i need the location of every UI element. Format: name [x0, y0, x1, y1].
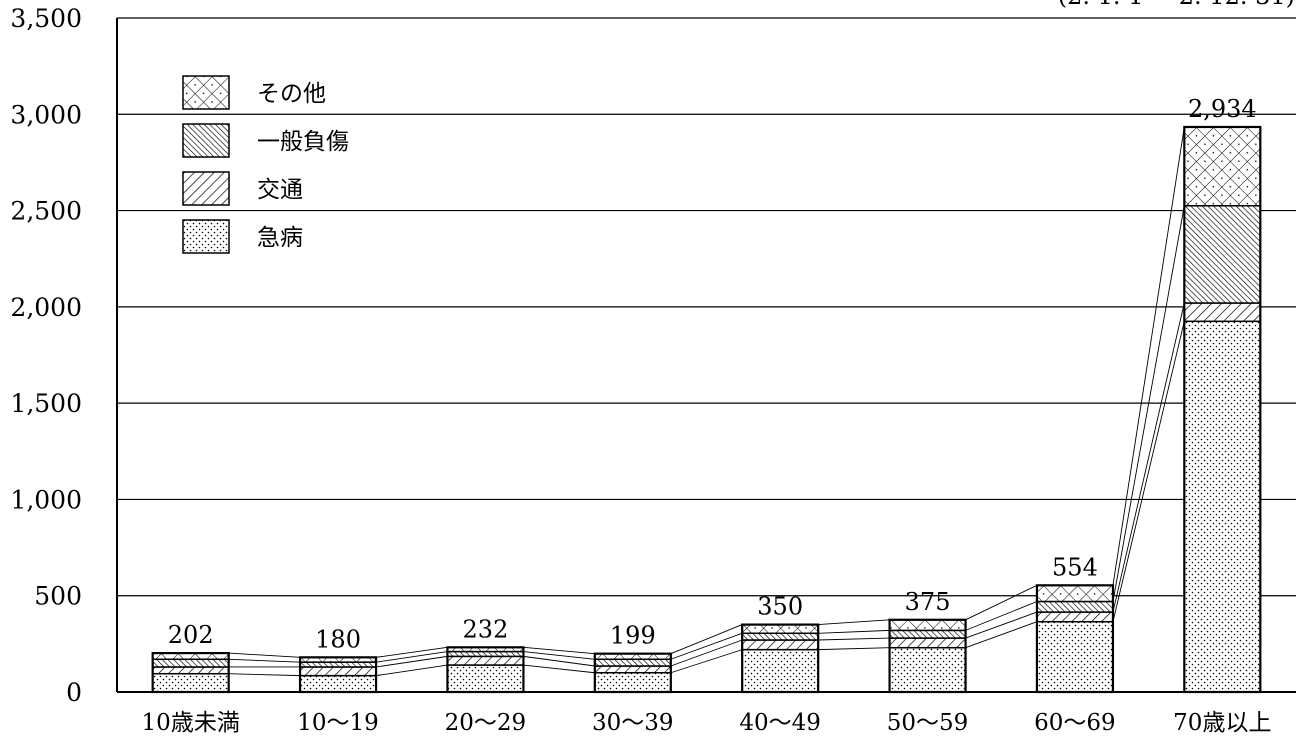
bar-segment: [1183, 302, 1262, 323]
x-tick-label: 10歳未満: [142, 710, 240, 736]
y-tick-label: 1,500: [10, 389, 82, 418]
bar-segment: [299, 666, 377, 677]
connector-line: [818, 637, 890, 641]
bar-segment: [1036, 611, 1114, 623]
bar: [151, 652, 230, 694]
connector-line: [818, 619, 890, 626]
connector-line: [375, 646, 448, 658]
bar-segment: [888, 629, 967, 639]
connector-line: [523, 664, 595, 674]
connector-line: [1112, 126, 1185, 586]
date-range: (2. 1. 1 ~ 2. 12. 31): [1058, 0, 1295, 10]
connector-line: [965, 601, 1038, 631]
connector-line: [523, 646, 595, 655]
connector-line: [670, 649, 743, 674]
connector-line: [965, 621, 1038, 649]
bar-segment: [446, 664, 525, 693]
bar: [593, 652, 672, 694]
connector-line: [228, 658, 301, 663]
y-tick-label: 1,000: [10, 485, 82, 514]
bar-segment: [1183, 320, 1262, 693]
y-tick-label: 2,000: [10, 293, 82, 322]
legend-label: 交通: [257, 177, 303, 203]
legend-label: 急病: [257, 225, 303, 251]
bar-segment: [1036, 584, 1114, 603]
bar-segment: [888, 637, 967, 649]
bar-segment: [299, 674, 377, 693]
connector-line: [670, 632, 743, 660]
bar-segment: [888, 646, 967, 693]
bar: [741, 623, 820, 694]
bar-segment: [594, 658, 672, 667]
total-label: 554: [1052, 553, 1098, 581]
bar-segment: [741, 632, 819, 641]
bar-segment: [741, 623, 819, 635]
connector-line: [818, 629, 890, 634]
bar-segment: [1183, 126, 1262, 207]
connector-line: [1112, 302, 1185, 613]
bar-segment: [888, 619, 967, 632]
bar-segment: [594, 671, 672, 693]
x-tick-label: 10〜19: [297, 710, 379, 736]
total-label: 232: [463, 615, 509, 643]
connector-line: [228, 673, 301, 677]
bar: [446, 646, 525, 694]
bar: [1183, 125, 1262, 694]
legend-swatch: [182, 219, 230, 254]
bar-segment: [151, 672, 230, 693]
y-tick-label: 2,500: [10, 197, 82, 226]
connector-line: [228, 652, 301, 658]
legend-label: 一般負傷: [257, 129, 349, 155]
bar-segment: [741, 639, 819, 651]
y-tick-label: 3,000: [10, 100, 82, 129]
connector-line: [1112, 321, 1185, 622]
legend-swatch: [182, 75, 230, 110]
connector-line: [818, 647, 890, 651]
connector-line: [965, 611, 1038, 639]
y-tick-label: 500: [34, 582, 82, 611]
legend-label: その他: [257, 81, 326, 107]
total-label: 350: [757, 593, 803, 621]
bar-segment: [1183, 205, 1262, 304]
x-tick-label: 30〜39: [592, 710, 674, 736]
bar: [298, 656, 378, 694]
total-label: 202: [168, 621, 214, 649]
total-label: 180: [315, 625, 361, 653]
connector-line: [1112, 205, 1185, 602]
bar-segment: [1036, 600, 1114, 613]
connector-line: [375, 651, 448, 663]
bar-segment: [1036, 620, 1114, 693]
connector-line: [523, 655, 595, 667]
connector-line: [965, 584, 1038, 621]
connector-line: [670, 624, 743, 655]
connector-line: [523, 651, 595, 660]
total-label: 2,934: [1188, 95, 1257, 123]
connector-line: [375, 655, 448, 668]
legend-swatch: [182, 171, 230, 206]
x-tick-label: 60〜69: [1034, 710, 1116, 736]
legend-swatch: [182, 123, 230, 158]
bar-segment: [151, 658, 230, 668]
x-tick-label: 70歳以上: [1173, 710, 1271, 736]
bar-segment: [151, 666, 230, 675]
bar-segment: [741, 648, 819, 693]
bar: [888, 618, 967, 694]
total-label: 199: [610, 622, 656, 650]
y-tick-label: 3,500: [10, 4, 82, 33]
x-tick-label: 40〜49: [739, 710, 821, 736]
total-label: 375: [905, 588, 951, 616]
connector-line: [670, 639, 743, 667]
x-tick-label: 20〜29: [445, 710, 527, 736]
bar-segment: [594, 665, 672, 674]
y-tick-label: 0: [66, 678, 82, 707]
bar: [1035, 584, 1115, 694]
x-tick-label: 50〜59: [887, 710, 969, 736]
bar-segment: [446, 655, 525, 666]
connector-line: [375, 664, 448, 677]
